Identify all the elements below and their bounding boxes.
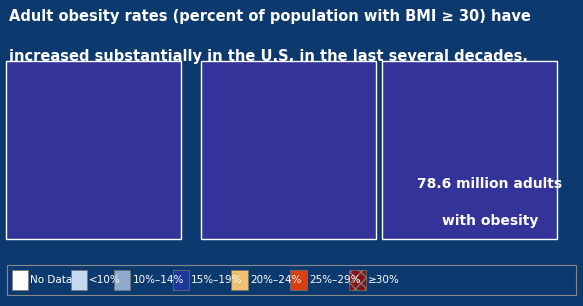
Text: No Data: No Data xyxy=(30,275,72,285)
Bar xyxy=(71,270,87,290)
Text: 25%–29%: 25%–29% xyxy=(309,275,360,285)
Text: 10%–14%: 10%–14% xyxy=(132,275,184,285)
Bar xyxy=(231,270,248,290)
Bar xyxy=(114,270,130,290)
Text: ≥30%: ≥30% xyxy=(368,275,399,285)
Bar xyxy=(349,270,366,290)
Text: Adult obesity rates (percent of population with BMI ≥ 30) have: Adult obesity rates (percent of populati… xyxy=(9,9,531,24)
Text: 15%–19%: 15%–19% xyxy=(191,275,243,285)
Bar xyxy=(290,270,307,290)
Bar xyxy=(12,270,28,290)
Bar xyxy=(6,61,181,239)
Text: 20%–24%: 20%–24% xyxy=(250,275,301,285)
Text: 78.6 million adults: 78.6 million adults xyxy=(417,177,562,192)
Bar xyxy=(201,61,376,239)
Bar xyxy=(173,270,189,290)
Bar xyxy=(382,61,557,239)
Text: with obesity: with obesity xyxy=(441,214,538,228)
Bar xyxy=(7,265,576,295)
Text: <10%: <10% xyxy=(89,275,121,285)
Text: increased substantially in the U.S. in the last several decades.: increased substantially in the U.S. in t… xyxy=(9,49,528,64)
